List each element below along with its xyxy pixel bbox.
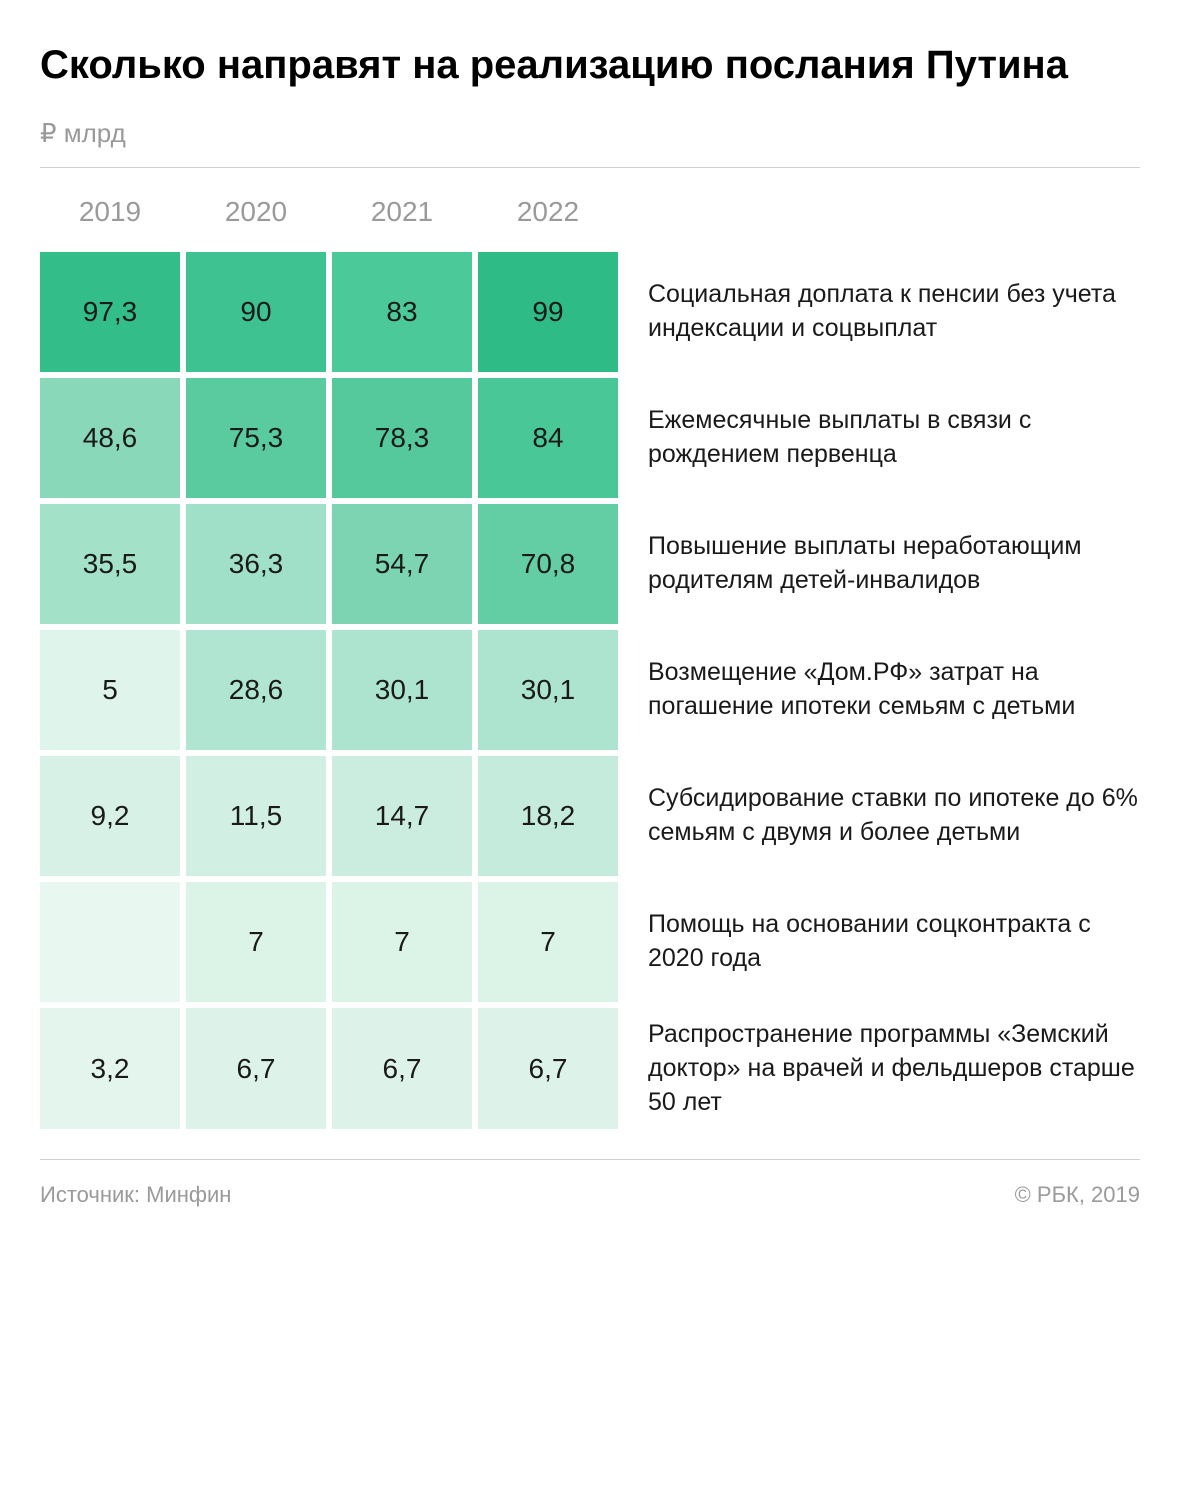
table-cell: 6,7	[332, 1008, 472, 1129]
table-cell: 14,7	[332, 756, 472, 876]
table-cell: 6,7	[478, 1008, 618, 1129]
row-description: Субсидирование ставки по ипотеке до 6% с…	[624, 756, 1140, 876]
table-cell: 3,2	[40, 1008, 180, 1129]
table-cell: 30,1	[332, 630, 472, 750]
table-cell: 90	[186, 252, 326, 372]
table-cell: 18,2	[478, 756, 618, 876]
table-cell: 5	[40, 630, 180, 750]
table-cell: 36,3	[186, 504, 326, 624]
table-cell: 75,3	[186, 378, 326, 498]
table-row: 9,2 11,5 14,7 18,2 Субсидирование ставки…	[40, 756, 1140, 876]
row-description: Повышение выплаты неработающим родителям…	[624, 504, 1140, 624]
heatmap-table: 97,3 90 83 99 Социальная доплата к пенси…	[40, 252, 1140, 1159]
table-cell: 97,3	[40, 252, 180, 372]
table-row: 5 28,6 30,1 30,1 Возмещение «Дом.РФ» зат…	[40, 630, 1140, 750]
table-row: 35,5 36,3 54,7 70,8 Повышение выплаты не…	[40, 504, 1140, 624]
table-row: 48,6 75,3 78,3 84 Ежемесячные выплаты в …	[40, 378, 1140, 498]
table-cell: 83	[332, 252, 472, 372]
year-header-row: 2019 2020 2021 2022	[40, 168, 1140, 252]
table-cell: 54,7	[332, 504, 472, 624]
table-cell: 99	[478, 252, 618, 372]
chart-title: Сколько направят на реализацию послания …	[40, 40, 1140, 90]
chart-footer: Источник: Минфин © РБК, 2019	[40, 1160, 1140, 1208]
year-2020: 2020	[186, 196, 326, 228]
source-label: Источник: Минфин	[40, 1182, 231, 1208]
table-cell: 11,5	[186, 756, 326, 876]
row-description: Социальная доплата к пенсии без учета ин…	[624, 252, 1140, 372]
row-description: Ежемесячные выплаты в связи с рождением …	[624, 378, 1140, 498]
table-row: 7 7 7 Помощь на основании соцконтракта с…	[40, 882, 1140, 1002]
table-row: 97,3 90 83 99 Социальная доплата к пенси…	[40, 252, 1140, 372]
chart-subtitle: ₽ млрд	[40, 118, 1140, 149]
table-cell: 84	[478, 378, 618, 498]
table-cell: 9,2	[40, 756, 180, 876]
table-cell: 7	[478, 882, 618, 1002]
row-description: Возмещение «Дом.РФ» затрат на погашение …	[624, 630, 1140, 750]
row-description: Распространение программы «Земский докто…	[624, 1008, 1140, 1129]
table-cell: 48,6	[40, 378, 180, 498]
table-row: 3,2 6,7 6,7 6,7 Распространение программ…	[40, 1008, 1140, 1129]
year-2022: 2022	[478, 196, 618, 228]
table-cell: 7	[332, 882, 472, 1002]
table-cell: 28,6	[186, 630, 326, 750]
row-description: Помощь на основании соцконтракта с 2020 …	[624, 882, 1140, 1002]
table-cell: 30,1	[478, 630, 618, 750]
table-cell: 70,8	[478, 504, 618, 624]
table-cell: 35,5	[40, 504, 180, 624]
table-cell: 6,7	[186, 1008, 326, 1129]
table-cell: 7	[186, 882, 326, 1002]
year-2019: 2019	[40, 196, 180, 228]
year-2021: 2021	[332, 196, 472, 228]
table-cell	[40, 882, 180, 1002]
copyright-label: © РБК, 2019	[1015, 1182, 1140, 1208]
table-cell: 78,3	[332, 378, 472, 498]
